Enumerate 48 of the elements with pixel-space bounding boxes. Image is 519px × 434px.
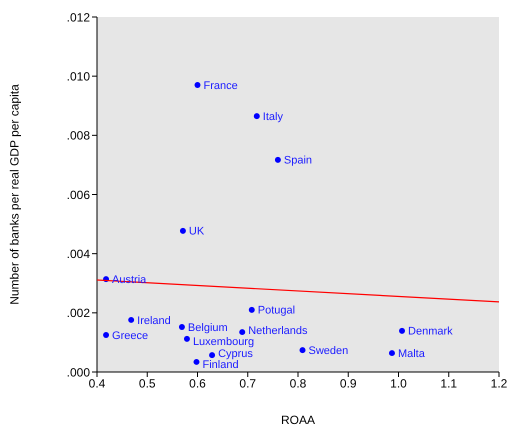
point [180,228,186,234]
annotation: Potugal [258,304,296,317]
point [254,113,260,120]
point [239,329,246,336]
y-tick-label: .010 [66,69,90,84]
point [178,324,185,330]
y-tick-label: .000 [66,365,90,380]
annotation: Sweden [308,344,348,357]
y-axis-title: Number of banks per real GDP per capita [7,84,22,305]
annotation: UK [188,226,205,238]
annotation: Greece [112,330,148,342]
x-tick-label: 0.8 [290,376,307,391]
point [184,336,190,342]
x-tick-label: 0.9 [340,376,357,391]
point [388,350,395,356]
point [300,347,306,354]
x-tick-label: 1.1 [440,376,458,391]
y-tick-label: .002 [66,306,90,320]
annotation: Finland [202,358,239,371]
annotation: Denmark [408,326,454,338]
x-tick-label: 0.4 [88,376,106,391]
x-axis-title: ROAA [280,413,316,427]
x-tick-label: 1.2 [490,376,508,391]
point [103,332,110,338]
point [209,352,216,358]
point [399,328,405,334]
x-tick-label: 0.5 [138,376,156,391]
point [248,306,255,313]
annotation: Luxembourg [192,336,254,348]
annotation: Belgium [188,322,228,334]
y-tick-label: .008 [66,128,90,143]
point [128,316,134,323]
x-tick-label: 0.6 [189,376,206,391]
annotation: Spain [284,154,312,167]
annotation: Ireland [137,314,171,327]
x-tick-label: 1.0 [390,376,408,391]
annotation: France [204,80,238,92]
y-tick-label: .006 [66,188,90,202]
x-tick-label: 0.7 [239,376,256,391]
annotation: Netherlands [248,324,308,337]
point [194,82,200,88]
annotation: Malta [398,348,426,360]
point [194,358,200,365]
annotation: Italy [262,110,284,123]
y-tick-label: .004 [66,246,90,261]
point [274,156,281,163]
y-tick-label: .012 [66,10,90,24]
annotation: Cyprus [218,348,254,360]
